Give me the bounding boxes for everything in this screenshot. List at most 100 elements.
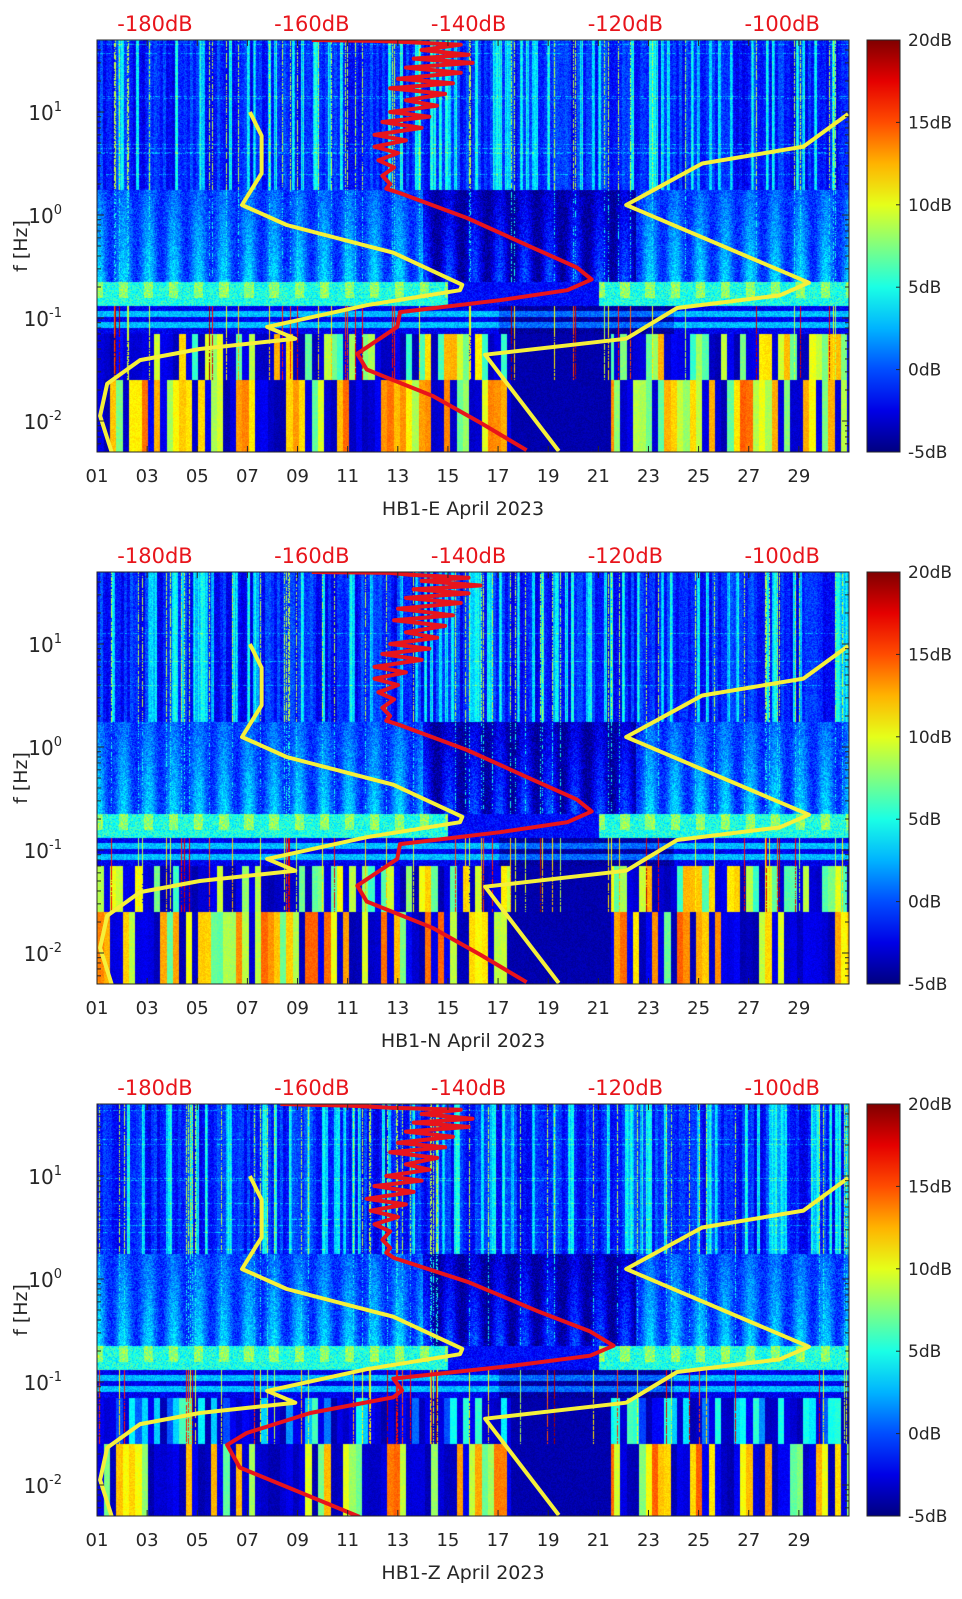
x-tick-label: 19: [537, 466, 560, 487]
x-tick-label: 27: [737, 998, 760, 1019]
x-tick-label: 25: [687, 466, 710, 487]
x-tick-label: 11: [336, 466, 359, 487]
y-tick-base: 10: [24, 1474, 49, 1498]
y-axis-label: f [Hz]: [10, 752, 32, 804]
top-db-label: -160dB: [274, 1076, 349, 1100]
colorbar-tick-label: -5dB: [908, 1507, 947, 1527]
x-tick-label: 21: [587, 1530, 610, 1551]
x-tick-label: 15: [436, 466, 459, 487]
y-tick-exponent: 0: [54, 203, 62, 218]
x-tick-label: 29: [787, 998, 810, 1019]
y-tick-base: 10: [28, 633, 53, 657]
top-db-label: -180dB: [117, 1076, 192, 1100]
x-tick-label: 17: [487, 1530, 510, 1551]
spectrogram-panel: 01 03 05 07 09 11 13 15 17 19 21 23 25 27 29 101 100 10-1…: [0, 532, 962, 1064]
colorbar-tick-label: 15dB: [908, 113, 952, 133]
y-tick-label: 10-1: [24, 838, 62, 863]
chart-overlay: 01 03 05 07 09 11 13 15 17 19 21 23 25 27 2910110010-1…: [10, 12, 952, 520]
y-tick-exponent: 0: [54, 735, 62, 750]
x-tick-label: 03: [136, 1530, 159, 1551]
x-axis-label: HB1-E April 2023: [382, 498, 544, 520]
y-tick-base: 10: [28, 1268, 53, 1292]
y-tick-label: 10-2: [24, 1473, 62, 1498]
colorbar-tick-label: 0dB: [908, 893, 941, 913]
colorbar-tick-label: 10dB: [908, 728, 952, 748]
x-tick-label: 03: [136, 466, 159, 487]
spectrogram-panel: 01 03 05 07 09 11 13 15 17 19 21 23 25 27 29 101 100 10-1…: [0, 1064, 962, 1596]
x-tick-label: 05: [186, 466, 209, 487]
y-tick-label: 100: [28, 203, 62, 228]
y-tick-exponent: -1: [49, 1370, 62, 1385]
y-tick-base: 10: [24, 410, 49, 434]
y-tick-exponent: -2: [49, 409, 62, 424]
colorbar-tick-label: -5dB: [908, 443, 947, 463]
top-db-label: -180dB: [117, 544, 192, 568]
y-axis-label: f [Hz]: [10, 220, 32, 272]
x-tick-label: 07: [236, 1530, 259, 1551]
top-db-label: -160dB: [274, 544, 349, 568]
x-tick-label: 25: [687, 998, 710, 1019]
top-db-label: -140dB: [431, 12, 506, 36]
series-low-noise-model: [98, 1175, 465, 1516]
y-tick-exponent: -2: [49, 1473, 62, 1488]
x-tick-label: 23: [637, 466, 660, 487]
colorbar-tick-label: 5dB: [908, 810, 941, 830]
x-tick-label: 05: [186, 1530, 209, 1551]
colorbar-tick-label: 15dB: [908, 1177, 952, 1197]
chart-overlay: 01 03 05 07 09 11 13 15 17 19 21 23 25 27 2910110010-1…: [10, 1076, 952, 1584]
y-axis-label: f [Hz]: [10, 1284, 32, 1336]
x-tick-label: 29: [787, 1530, 810, 1551]
plot-frame: [96, 1103, 850, 1517]
y-tick-exponent: -1: [49, 838, 62, 853]
series-station-psd: [225, 1104, 616, 1516]
colorbar-tick-label: 0dB: [908, 361, 941, 381]
x-tick-label: 11: [336, 998, 359, 1019]
x-tick-label: 15: [436, 998, 459, 1019]
y-tick-label: 100: [28, 1267, 62, 1292]
y-tick-base: 10: [24, 942, 49, 966]
colorbar-tick-label: 15dB: [908, 645, 952, 665]
top-db-label: -100dB: [744, 12, 819, 36]
top-db-label: -120dB: [588, 544, 663, 568]
x-tick-label: 01: [86, 466, 109, 487]
x-tick-label: 23: [637, 1530, 660, 1551]
y-tick-label: 101: [28, 100, 62, 125]
y-tick-label: 10-1: [24, 306, 62, 331]
colorbar: [866, 39, 901, 453]
y-tick-exponent: 1: [54, 1164, 62, 1179]
x-tick-label: 03: [136, 998, 159, 1019]
plot-frame: [96, 39, 850, 453]
top-db-label: -160dB: [274, 12, 349, 36]
x-tick-label: 07: [236, 998, 259, 1019]
series-low-noise-model: [98, 111, 465, 452]
x-tick-label: 15: [436, 1530, 459, 1551]
x-tick-label: 01: [86, 998, 109, 1019]
top-db-label: -100dB: [744, 544, 819, 568]
x-tick-label: 19: [537, 998, 560, 1019]
x-tick-label: 21: [587, 998, 610, 1019]
x-tick-label: 21: [587, 466, 610, 487]
colorbar-tick-label: 20dB: [908, 563, 952, 583]
x-tick-label: 01: [86, 1530, 109, 1551]
colorbar-tick-label: 10dB: [908, 196, 952, 216]
x-tick-label: 17: [487, 466, 510, 487]
colorbar-tick-label: 10dB: [908, 1260, 952, 1280]
series-station-psd: [311, 40, 594, 452]
y-tick-exponent: 0: [54, 1267, 62, 1282]
top-db-label: -120dB: [588, 12, 663, 36]
x-axis-label: HB1-N April 2023: [381, 1030, 545, 1052]
y-tick-label: 10-2: [24, 409, 62, 434]
x-tick-label: 17: [487, 998, 510, 1019]
top-db-label: -100dB: [744, 1076, 819, 1100]
spectrogram-panel: 01 03 05 07 09 11 13 15 17 19 21 23 25 27 29 101 100 10-1…: [0, 0, 962, 532]
y-tick-base: 10: [28, 101, 53, 125]
y-tick-label: 10-2: [24, 941, 62, 966]
colorbar-tick-label: -5dB: [908, 975, 947, 995]
x-tick-label: 05: [186, 998, 209, 1019]
top-db-label: -140dB: [431, 1076, 506, 1100]
x-tick-label: 11: [336, 1530, 359, 1551]
y-tick-exponent: -2: [49, 941, 62, 956]
x-tick-label: 29: [787, 466, 810, 487]
x-tick-label: 13: [386, 1530, 409, 1551]
